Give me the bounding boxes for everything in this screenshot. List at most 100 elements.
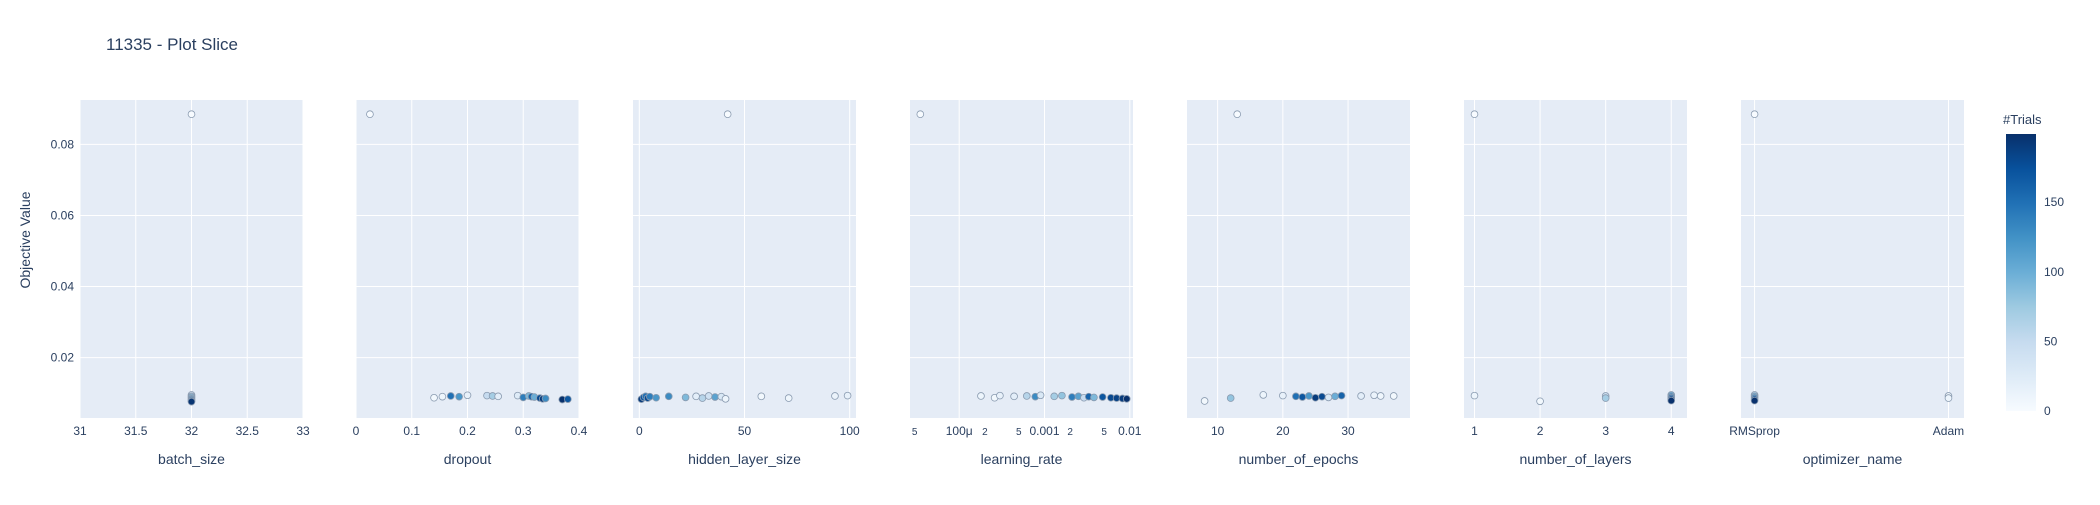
colorbar-ticks: 0 50 100 150 (2044, 195, 2064, 418)
data-point (646, 392, 654, 401)
x-tick-label: RMSprop (1729, 424, 1780, 438)
colorbar-tick-label: 0 (2044, 404, 2051, 418)
data-point (446, 392, 455, 400)
data-point (996, 391, 1004, 400)
data-point (1750, 396, 1759, 405)
x-tick-label: 31 (73, 424, 87, 438)
data-point (430, 393, 438, 402)
x-tick-label: 0.01 (1118, 424, 1142, 438)
x-tick-label: 0.001 (1029, 424, 1059, 438)
data-point (1036, 391, 1045, 400)
data-point (1944, 394, 1953, 402)
data-point (187, 397, 196, 406)
data-point (1058, 391, 1066, 400)
data-point (1389, 392, 1398, 400)
data-point (1601, 394, 1610, 402)
x-axis-title: hidden_layer_size (688, 451, 801, 467)
panel-number-of-layers: 1 2 3 4 number_of_layers (1464, 100, 1687, 467)
x-tick-label: 3 (1602, 424, 1609, 438)
data-point (1318, 392, 1326, 401)
x-tick-label: 20 (1276, 424, 1290, 438)
plot-area (1741, 100, 1964, 418)
x-tick-label: 33 (296, 424, 310, 438)
data-point (784, 394, 793, 402)
data-point (1010, 392, 1018, 401)
panel-number-of-epochs: 10 20 30 number_of_epochs (1187, 100, 1410, 467)
x-tick-label: 5 (1016, 427, 1022, 438)
plot-area (1464, 100, 1687, 418)
x-tick-label: 2 (1067, 427, 1073, 438)
colorbar-tick-label: 50 (2044, 334, 2058, 348)
colorbar-tick-label: 150 (2044, 195, 2064, 209)
colorbar-gradient (2006, 134, 2036, 411)
data-point (1050, 392, 1059, 401)
panel-batch-size: 0.02 0.04 0.06 0.08 31 31.5 32 32.5 33 batch_size (51, 100, 310, 467)
data-point (494, 392, 502, 401)
x-tick-label: 30 (1341, 424, 1355, 438)
data-point (757, 392, 766, 401)
x-tick-label: 5 (912, 427, 918, 438)
data-point (187, 110, 196, 119)
data-point (455, 392, 463, 401)
x-tick-label: 0.3 (515, 424, 532, 438)
y-tick-label: 0.04 (51, 280, 75, 294)
x-tick-label: 32 (185, 424, 199, 438)
y-tick-label: 0.08 (51, 137, 75, 151)
data-point (1331, 392, 1339, 401)
data-point (1376, 392, 1385, 400)
data-point (664, 392, 673, 401)
x-axis-title: number_of_epochs (1239, 451, 1359, 467)
data-point (564, 395, 572, 403)
x-tick-label: 0 (636, 424, 643, 438)
x-axis-title: dropout (444, 451, 492, 467)
data-point (1470, 391, 1479, 400)
panel-hidden-layer-size: 0 50 100 hidden_layer_size (633, 100, 860, 467)
data-point (1305, 392, 1313, 400)
plot-area (910, 100, 1133, 418)
data-point (1667, 396, 1676, 405)
data-point (1122, 395, 1131, 403)
x-tick-label: Adam (1933, 424, 1964, 438)
colorbar: #Trials 0 50 100 150 (2003, 112, 2064, 418)
data-point (1536, 397, 1544, 406)
x-tick-label: 0.2 (459, 424, 476, 438)
colorbar-title: #Trials (2003, 112, 2042, 127)
data-point (711, 393, 719, 401)
data-point (723, 110, 732, 119)
data-point (698, 394, 707, 402)
data-point (681, 393, 690, 402)
data-point (692, 392, 700, 401)
x-axis-title: batch_size (158, 451, 225, 467)
data-point (1279, 391, 1287, 400)
x-tick-label: 32.5 (236, 424, 260, 438)
x-tick-label: 2 (1537, 424, 1544, 438)
data-point (1022, 392, 1031, 400)
data-point (704, 392, 713, 400)
x-tick-label: 4 (1668, 424, 1675, 438)
chart-title: 11335 - Plot Slice (106, 35, 238, 54)
x-axis-title: optimizer_name (1803, 451, 1903, 467)
x-tick-label: 0 (353, 424, 360, 438)
data-point (1337, 391, 1346, 400)
data-point (1324, 393, 1333, 402)
plot-area (1187, 100, 1410, 418)
data-point (1311, 393, 1320, 402)
x-tick-label: 10 (1211, 424, 1225, 438)
x-tick-label: 0.1 (403, 424, 420, 438)
panel-learning-rate: 5 100μ 2 5 0.001 2 5 0.01 learning_rate (910, 100, 1142, 467)
x-tick-label: 2 (982, 427, 988, 438)
panel-optimizer-name: RMSprop Adam optimizer_name (1729, 100, 1964, 467)
data-point (1233, 110, 1242, 119)
x-tick-label: 50 (738, 424, 752, 438)
data-point (366, 110, 374, 119)
data-point (1357, 392, 1365, 400)
data-point (1226, 394, 1235, 402)
data-point (916, 110, 925, 119)
data-point (1298, 393, 1307, 401)
data-point (843, 391, 852, 400)
y-axis-title: Objective Value (17, 191, 33, 288)
x-tick-label: 5 (1101, 427, 1107, 438)
x-tick-label: 100μ (946, 424, 973, 438)
x-axis-title: number_of_layers (1519, 451, 1631, 467)
